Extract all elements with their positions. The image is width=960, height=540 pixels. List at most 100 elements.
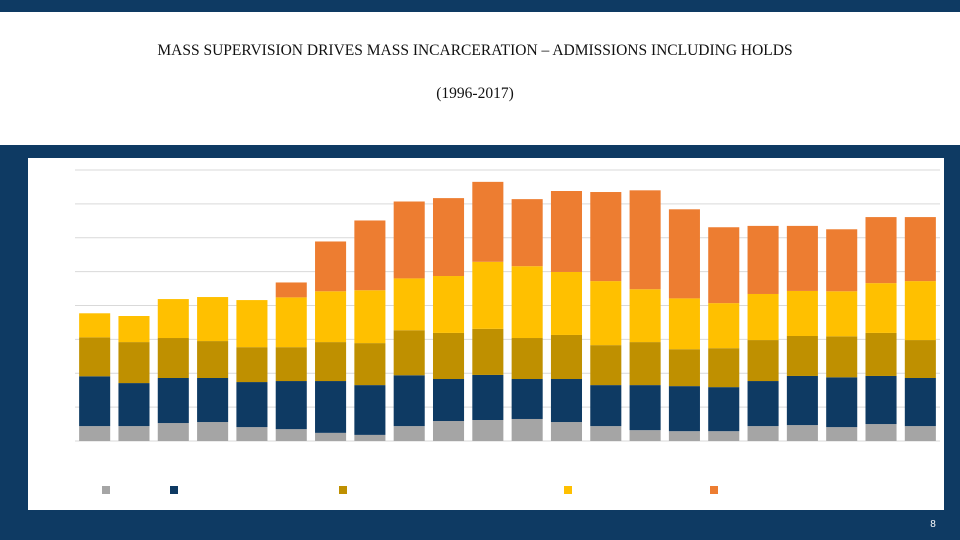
bar-segment	[904, 281, 936, 341]
bar-segment	[315, 241, 347, 292]
bar-segment	[904, 377, 936, 427]
top-band	[0, 0, 960, 12]
bar-segment	[747, 293, 779, 341]
bar-segment	[511, 338, 543, 380]
bar-segment	[668, 386, 700, 432]
bar-segment	[550, 271, 583, 335]
bar-segment	[472, 328, 504, 375]
bar-segment	[472, 181, 504, 262]
bar-segment	[432, 421, 465, 441]
bar-segment	[668, 349, 700, 387]
bar-segment	[79, 376, 111, 427]
bar-segment	[550, 422, 583, 441]
bar-segment	[590, 426, 622, 441]
bar-segment	[708, 387, 740, 432]
bar-segment	[826, 229, 858, 292]
legend-swatch	[170, 486, 178, 494]
bar-segment	[275, 429, 307, 441]
bar-segment	[354, 290, 386, 344]
bar-segment	[393, 278, 425, 331]
bar-segment	[354, 434, 386, 441]
bar-segment	[747, 225, 779, 294]
bar-segment	[511, 266, 543, 339]
bar-segment	[236, 382, 268, 428]
plot	[75, 169, 940, 494]
bar-segment	[432, 276, 465, 333]
bar-segment	[315, 381, 347, 433]
bar-segment	[826, 427, 858, 441]
bar-segment	[826, 377, 858, 428]
bar-segment	[629, 289, 661, 343]
bar-segment	[904, 340, 936, 378]
bar-segment	[79, 313, 111, 338]
bar-segment	[904, 217, 936, 282]
bar-segment	[747, 426, 779, 441]
bar-segment	[786, 425, 818, 441]
bar-segment	[865, 217, 897, 284]
bar-segment	[157, 338, 189, 378]
bar-segment	[865, 375, 897, 425]
bar-segment	[432, 379, 465, 422]
bar-segment	[275, 381, 307, 430]
bar-segment	[197, 422, 229, 441]
bar-segment	[550, 379, 583, 423]
bar-segment	[315, 432, 347, 441]
bar-segment	[315, 342, 347, 382]
bar-segment	[865, 283, 897, 333]
bar-segment	[550, 334, 583, 380]
bar-segment	[236, 427, 268, 441]
bar-segment	[668, 431, 700, 441]
bar-segment	[432, 332, 465, 380]
bar-segment	[865, 332, 897, 376]
bar-segment	[157, 299, 189, 339]
bar-segment	[668, 298, 700, 350]
bar-segment	[118, 426, 150, 441]
bar-segment	[197, 341, 229, 378]
bar-segment	[826, 336, 858, 378]
bar-segment	[708, 303, 740, 349]
bar-segment	[118, 316, 150, 343]
bar-segment	[511, 379, 543, 419]
bar-segment	[747, 340, 779, 382]
bar-segment	[393, 201, 425, 279]
bar-segment	[157, 423, 189, 441]
bar-segment	[590, 345, 622, 386]
bar-segment	[708, 348, 740, 388]
bar-segment	[708, 431, 740, 441]
bar-segment	[472, 261, 504, 329]
bar-segment	[354, 343, 386, 386]
bar-segment	[550, 191, 583, 272]
bar-segment	[79, 337, 111, 377]
bar-segment	[786, 290, 818, 336]
bar-segment	[629, 342, 661, 386]
bar-segment	[197, 377, 229, 423]
bar-segment	[354, 385, 386, 435]
bar-segment	[393, 375, 425, 427]
bar-segment	[629, 190, 661, 290]
bar-segment	[472, 419, 504, 441]
bar-segment	[629, 385, 661, 431]
bar-segment	[275, 347, 307, 382]
bar-segment	[157, 377, 189, 424]
bar-segment	[786, 335, 818, 376]
chart-title: MASS SUPERVISION DRIVES MASS INCARCERATI…	[157, 42, 792, 59]
bar-segment	[786, 225, 818, 291]
bar-segment	[786, 375, 818, 426]
bar-segment	[708, 227, 740, 304]
bar-segment	[511, 199, 543, 267]
bar-segment	[668, 209, 700, 299]
bar-segment	[118, 383, 150, 427]
bar-segment	[236, 347, 268, 383]
bar-segment	[236, 300, 268, 348]
bar-segment	[393, 426, 425, 441]
bar-segment	[197, 297, 229, 342]
legend-swatch	[339, 486, 347, 494]
bar-segment	[904, 426, 936, 441]
bar-segment	[354, 220, 386, 291]
bar-segment	[315, 291, 347, 343]
legend-swatch	[564, 486, 572, 494]
bar-segment	[590, 281, 622, 346]
bar-segment	[79, 426, 111, 441]
chart-subtitle: (1996-2017)	[436, 85, 514, 102]
